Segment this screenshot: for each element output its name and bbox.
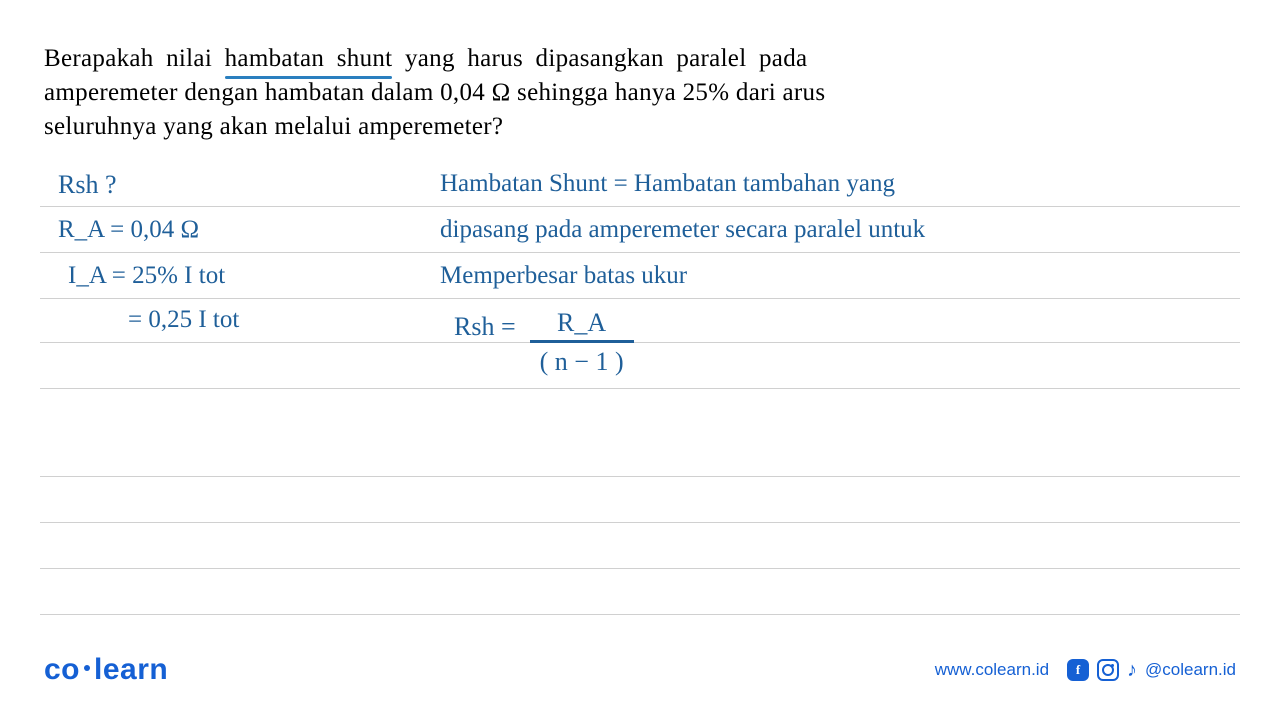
handwriting-left-4: = 0,25 I tot [128,306,239,334]
formula-denominator: ( n − 1 ) [530,340,634,377]
facebook-icon: f [1067,659,1089,681]
formula-numerator: R_A [530,308,634,340]
handwriting-left-1: Rsh ? [58,170,117,200]
question-line-3: seluruhnya yang akan melalui amperemeter… [44,110,1236,144]
question-line-2: amperemeter dengan hambatan dalam 0,04 Ω… [44,76,1236,110]
handwriting-right-2: dipasang pada amperemeter secara paralel… [440,216,925,244]
footer: colearn www.colearn.id f ♪ @colearn.id [44,650,1236,690]
handwriting-left-2: R_A = 0,04 Ω [58,216,199,244]
footer-url: www.colearn.id [935,660,1049,680]
brand-logo: colearn [44,653,168,687]
handwriting-formula: Rsh = R_A ( n − 1 ) [454,308,634,377]
social-icons: f ♪ @colearn.id [1067,659,1236,682]
ruled-paper: Rsh ? R_A = 0,04 Ω I_A = 25% I tot = 0,2… [0,168,1280,648]
handwriting-right-3: Memperbesar batas ukur [440,262,687,290]
tiktok-icon: ♪ [1127,659,1137,682]
logo-left: co [44,653,80,686]
instagram-icon [1097,659,1119,681]
formula-fraction: R_A ( n − 1 ) [530,308,634,377]
question-text: yang harus dipasangkan paralel pada [392,45,807,72]
footer-right: www.colearn.id f ♪ @colearn.id [935,659,1236,682]
ruled-line [40,614,1240,615]
question-block: Berapakah nilai hambatan shunt yang haru… [44,42,1236,143]
formula-lhs: Rsh = [454,308,516,342]
handwriting-right-1: Hambatan Shunt = Hambatan tambahan yang [440,170,895,198]
ruled-line [40,342,1240,343]
ruled-line [40,568,1240,569]
logo-dot-icon [84,665,90,671]
ruled-line [40,476,1240,477]
ruled-line [40,522,1240,523]
question-line-1: Berapakah nilai hambatan shunt yang haru… [44,42,1236,76]
social-handle: @colearn.id [1145,660,1236,680]
question-underlined: hambatan shunt [225,42,393,76]
ruled-line [40,388,1240,389]
ruled-line [40,252,1240,253]
logo-right: learn [94,653,168,686]
question-text: Berapakah nilai [44,45,225,72]
page: Berapakah nilai hambatan shunt yang haru… [0,0,1280,720]
ruled-line [40,298,1240,299]
ruled-line [40,206,1240,207]
handwriting-left-3: I_A = 25% I tot [68,262,225,290]
